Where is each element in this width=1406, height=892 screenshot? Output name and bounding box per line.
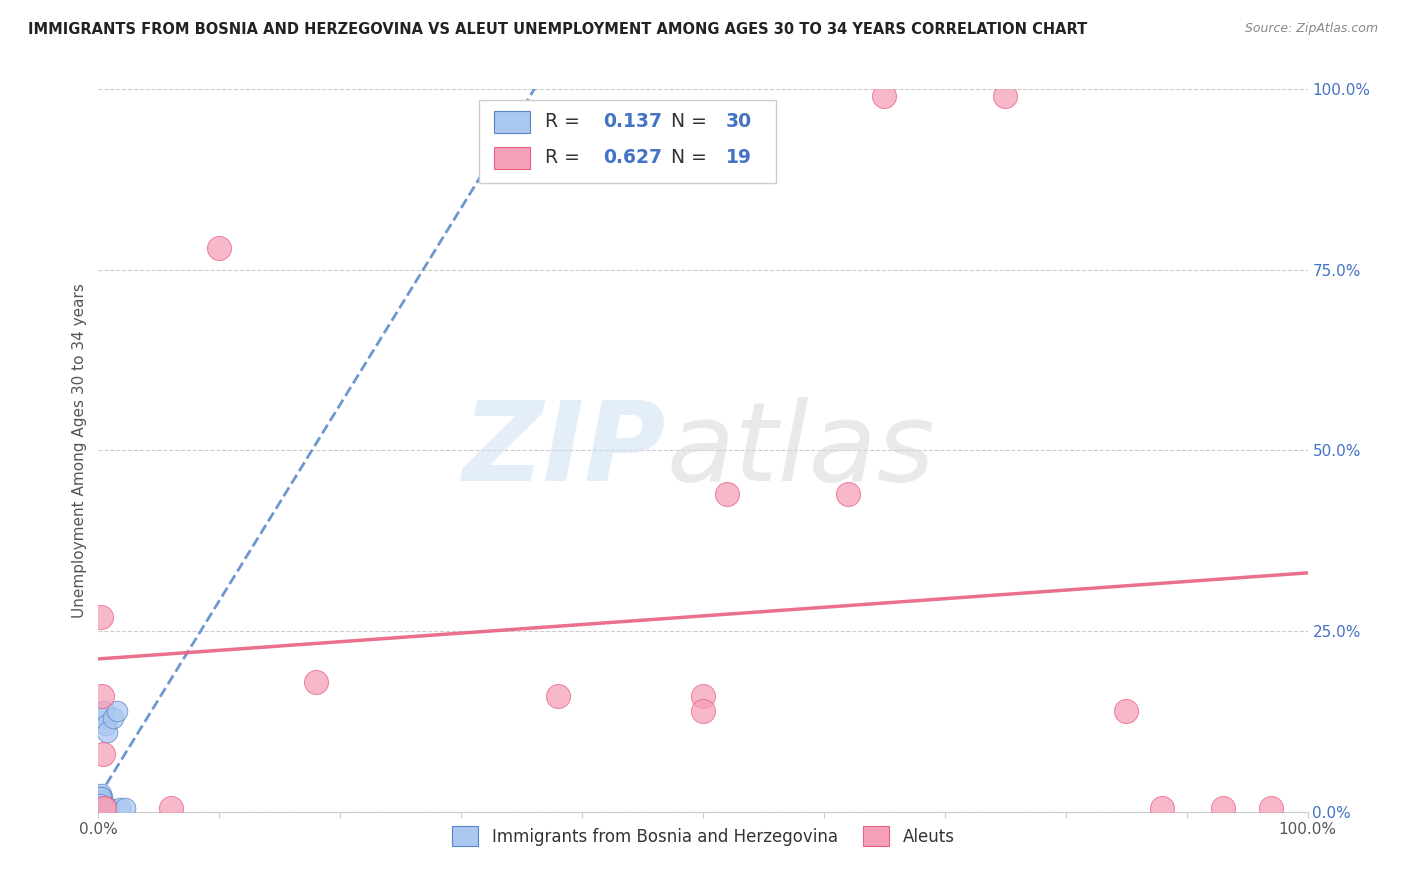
Point [91,689,114,703]
Point [208,241,231,255]
Point [90,801,112,815]
Point [91,747,114,761]
Text: ZIP: ZIP [463,397,666,504]
Point [91,801,114,815]
Text: Source: ZipAtlas.com: Source: ZipAtlas.com [1244,22,1378,36]
Point [89,790,111,805]
Point [90,801,112,815]
Text: 19: 19 [725,148,752,168]
Point [692,704,714,718]
Text: R =: R = [544,112,585,131]
Point [114,801,136,815]
Bar [494,111,530,133]
Point [692,689,714,703]
Point [91,711,114,725]
Point [96,725,118,739]
Point [90,794,112,808]
Point [91,801,114,815]
Point [1152,801,1174,815]
FancyBboxPatch shape [479,100,776,183]
Legend: Immigrants from Bosnia and Herzegovina, Aleuts: Immigrants from Bosnia and Herzegovina, … [443,818,963,854]
Point [90,797,112,812]
Point [90,801,112,815]
Text: R =: R = [544,148,585,168]
Point [547,689,569,703]
Point [89,801,111,815]
Point [1115,704,1137,718]
Text: atlas: atlas [666,397,935,504]
Point [89,801,111,815]
Point [90,790,112,805]
Point [93,801,115,815]
Point [89,801,111,815]
Point [94,718,117,732]
Text: 0.137: 0.137 [603,112,662,131]
Point [91,790,114,805]
Point [91,801,114,815]
Point [89,801,111,815]
Point [98,801,121,815]
Point [160,801,183,815]
Point [716,487,738,501]
Point [101,711,124,725]
Text: 30: 30 [725,112,752,131]
Text: N =: N = [659,148,713,168]
Point [105,704,128,718]
Point [89,797,111,812]
Point [90,797,112,812]
Point [93,801,115,815]
Point [90,787,112,801]
Point [305,674,328,689]
Text: 0.627: 0.627 [603,148,662,168]
Point [873,89,896,103]
Y-axis label: Unemployment Among Ages 30 to 34 years: Unemployment Among Ages 30 to 34 years [72,283,87,618]
Point [97,801,120,815]
Point [837,487,859,501]
Point [1260,801,1282,815]
Point [90,609,112,624]
Point [108,801,131,815]
Bar [494,147,530,169]
Point [994,89,1017,103]
Point [89,794,111,808]
Text: IMMIGRANTS FROM BOSNIA AND HERZEGOVINA VS ALEUT UNEMPLOYMENT AMONG AGES 30 TO 34: IMMIGRANTS FROM BOSNIA AND HERZEGOVINA V… [28,22,1087,37]
Point [1212,801,1234,815]
Text: N =: N = [659,112,713,131]
Point [89,797,111,812]
Point [93,704,115,718]
